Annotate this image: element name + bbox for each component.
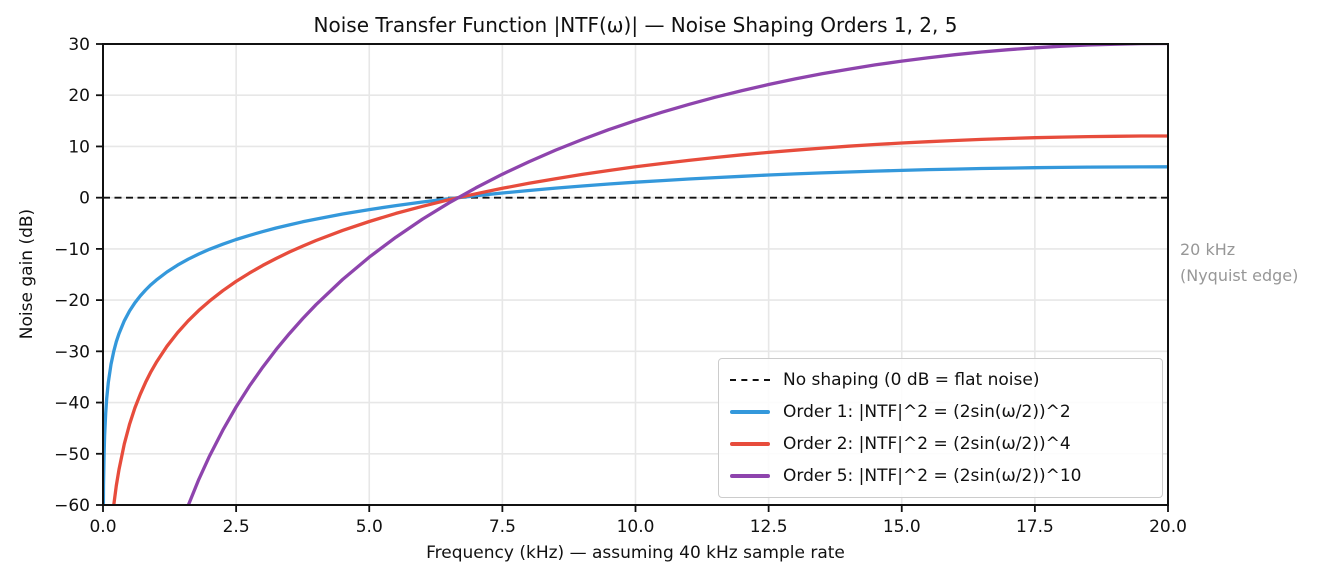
legend-item: Order 5: |NTF|^2 = (2sin(ω/2))^10 xyxy=(730,460,1152,492)
y-tick-label: −60 xyxy=(54,496,90,516)
x-tick-label: 5.0 xyxy=(356,517,383,537)
legend-item-label: Order 1: |NTF|^2 = (2sin(ω/2))^2 xyxy=(783,402,1071,422)
y-tick-label: −20 xyxy=(54,291,90,311)
x-tick-label: 15.0 xyxy=(883,517,921,537)
legend-item: Order 1: |NTF|^2 = (2sin(ω/2))^2 xyxy=(730,396,1152,428)
y-tick-label: 0 xyxy=(79,189,90,209)
chart-title: Noise Transfer Function |NTF(ω)| — Noise… xyxy=(313,13,958,37)
x-tick-label: 12.5 xyxy=(750,517,788,537)
curve-order-5 xyxy=(186,44,1168,505)
x-tick-label: 2.5 xyxy=(223,517,250,537)
y-tick-label: −40 xyxy=(54,394,90,414)
legend-item: Order 2: |NTF|^2 = (2sin(ω/2))^4 xyxy=(730,428,1152,460)
legend-item: No shaping (0 dB = flat noise) xyxy=(730,364,1152,396)
y-tick-label: 20 xyxy=(68,86,90,106)
y-tick-label: −30 xyxy=(54,342,90,362)
nyquist-annotation-line1: 20 kHz xyxy=(1180,240,1236,259)
x-tick-label: 10.0 xyxy=(617,517,655,537)
legend-line-swatch xyxy=(730,474,770,478)
curve-order-2 xyxy=(112,134,1168,505)
legend-item-label: Order 2: |NTF|^2 = (2sin(ω/2))^4 xyxy=(783,434,1071,454)
x-tick-label: 0.0 xyxy=(89,517,116,537)
y-tick-label: −50 xyxy=(54,445,90,465)
legend-dashed-line-swatch xyxy=(730,379,770,381)
legend: No shaping (0 dB = flat noise) Order 1: |… xyxy=(718,358,1163,498)
nyquist-annotation-line2: (Nyquist edge) xyxy=(1180,266,1299,286)
y-tick-label: −10 xyxy=(54,240,90,260)
legend-item-label: No shaping (0 dB = flat noise) xyxy=(783,370,1040,390)
y-axis-label: Noise gain (dB) xyxy=(17,208,37,340)
x-tick-label: 17.5 xyxy=(1016,517,1054,537)
x-tick-label: 20.0 xyxy=(1149,517,1187,537)
x-tick-label: 7.5 xyxy=(489,517,516,537)
legend-line-swatch xyxy=(730,442,770,446)
curve-order-1 xyxy=(103,165,1168,505)
y-tick-label: 30 xyxy=(68,35,90,55)
legend-item-label: Order 5: |NTF|^2 = (2sin(ω/2))^10 xyxy=(783,466,1082,486)
x-axis-label: Frequency (kHz) — assuming 40 kHz sample… xyxy=(426,543,845,563)
legend-line-swatch xyxy=(730,410,770,414)
y-tick-label: 10 xyxy=(68,137,90,157)
nyquist-annotation: 20 kHz (Nyquist edge) xyxy=(1180,237,1298,290)
